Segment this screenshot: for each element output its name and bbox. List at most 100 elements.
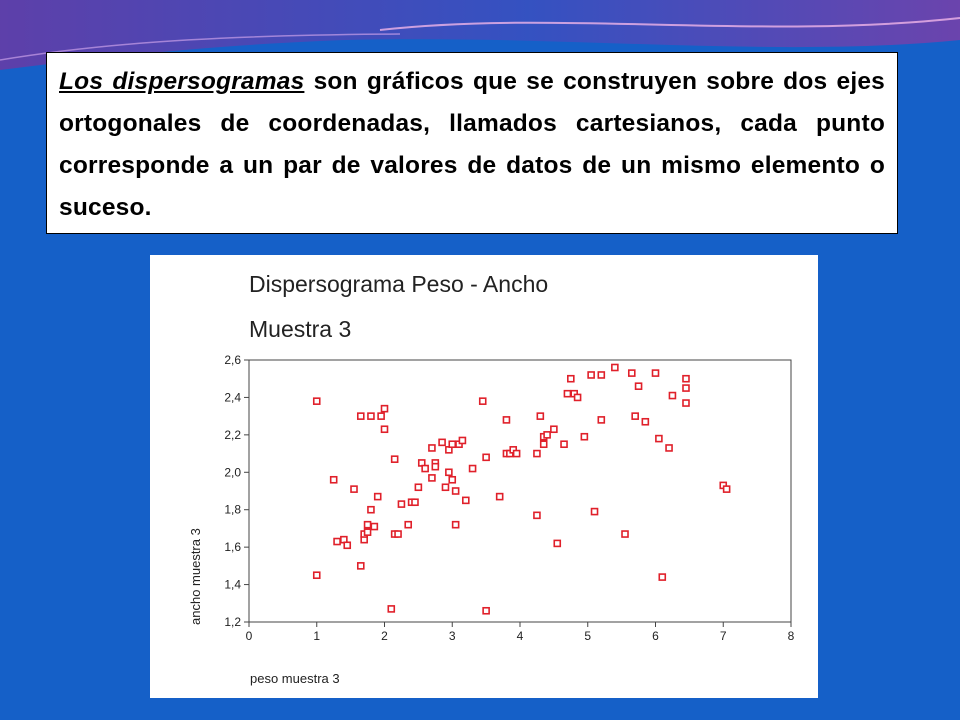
scatter-point (380, 425, 389, 434)
scatter-point (414, 483, 423, 492)
scatter-point (587, 371, 595, 379)
scatter-point (533, 449, 541, 458)
y-tick-label: 1,2 (224, 615, 241, 629)
scatter-point (428, 444, 436, 452)
scatter-point (387, 605, 396, 613)
chart-title: Dispersograma Peso - Ancho (249, 271, 548, 297)
x-tick-label: 0 (246, 629, 253, 643)
scatter-point (590, 507, 599, 516)
scatter-point (390, 455, 399, 463)
scatter-point (560, 440, 568, 449)
x-tick-label: 4 (517, 629, 524, 643)
scatter-point (651, 369, 660, 377)
scatter-point (478, 397, 487, 405)
scatter-point (495, 492, 504, 501)
chart-subtitle: Muestra 3 (249, 316, 351, 342)
scatter-point (722, 485, 731, 493)
scatter-chart-panel: Dispersograma Peso - Ancho Muestra 3 pes… (150, 255, 818, 698)
scatter-point (448, 475, 457, 484)
scatter-point (611, 363, 619, 372)
x-tick-label: 6 (652, 629, 659, 643)
definition-term: Los dispersogramas (59, 68, 305, 95)
scatter-point (367, 505, 375, 514)
plot-frame (248, 359, 792, 623)
scatter-point (441, 483, 450, 492)
y-tick-label: 1,8 (224, 503, 241, 517)
scatter-point (421, 464, 429, 473)
scatter-point (404, 520, 413, 529)
y-tick-label: 2,6 (224, 353, 241, 367)
scatter-point (445, 468, 453, 477)
scatter-point (451, 487, 460, 495)
scatter-point (536, 412, 545, 420)
scatter-point (553, 539, 562, 548)
scatter-point (621, 530, 629, 538)
scatter-point (668, 391, 677, 400)
scatter-point (394, 530, 402, 538)
scatter-point (533, 511, 541, 520)
scatter-point (597, 371, 606, 379)
points-group (312, 363, 731, 615)
scatter-point (658, 573, 667, 581)
scatter-point (370, 522, 379, 531)
scatter-point (431, 462, 440, 471)
y-tick-label: 2,4 (224, 390, 241, 404)
scatter-point (428, 474, 436, 482)
x-tick-label: 8 (788, 629, 795, 643)
scatter-point (482, 606, 490, 615)
scatter-point (312, 397, 321, 405)
scatter-point (356, 562, 365, 570)
y-tick-label: 1,6 (224, 540, 241, 554)
x-tick-label: 1 (313, 629, 320, 643)
scatter-point (461, 496, 470, 505)
scatter-point (438, 438, 446, 447)
scatter-point (597, 416, 606, 424)
scatter-point (550, 425, 558, 434)
scatter-point (373, 492, 382, 501)
scatter-point (350, 485, 358, 493)
y-axis-label: ancho muestra 3 (188, 528, 203, 625)
scatter-point (641, 417, 650, 426)
definition-text-box: Los dispersogramas son gráficos que se c… (46, 52, 898, 234)
scatter-point (468, 464, 477, 473)
scatter-point (682, 384, 690, 392)
scatter-point (363, 520, 372, 529)
scatter-point (356, 412, 365, 420)
scatter-point (573, 393, 582, 402)
y-tick-label: 1,4 (224, 578, 241, 592)
scatter-point (343, 541, 352, 550)
scatter-point (397, 500, 406, 508)
scatter-point (451, 520, 460, 529)
scatter-point (567, 374, 575, 383)
scatter-point (312, 571, 321, 580)
y-tick-label: 2,0 (224, 465, 241, 479)
scatter-point (682, 374, 690, 383)
scatter-point (682, 399, 690, 407)
scatter-point (458, 436, 467, 445)
scatter-point (411, 498, 419, 507)
scatter-point (563, 389, 572, 398)
scatter-point (580, 432, 589, 441)
scatter-point (367, 412, 375, 420)
scatter-point (329, 475, 338, 484)
scatter-point (543, 431, 551, 439)
x-tick-label: 5 (584, 629, 591, 643)
x-tick-label: 2 (381, 629, 388, 643)
scatter-point (631, 412, 639, 420)
x-tick-label: 3 (449, 629, 456, 643)
scatter-point (665, 444, 673, 452)
scatter-point (363, 528, 372, 536)
y-tick-label: 2,2 (224, 428, 241, 442)
scatter-point (655, 434, 663, 443)
scatter-point (333, 537, 341, 546)
scatter-point (380, 404, 389, 413)
scatter-point (482, 453, 490, 462)
scatter-chart: Dispersograma Peso - Ancho Muestra 3 pes… (188, 271, 795, 686)
scatter-point (634, 382, 643, 390)
definition-body: son gráficos que se construyen sobre dos… (59, 68, 885, 221)
x-tick-label: 7 (720, 629, 727, 643)
scatter-point (539, 440, 548, 449)
scatter-point (502, 416, 511, 424)
axes-group: 0 1 2 3 4 5 6 7 8 1,2 1,4 1,6 1,8 2,0 2,2 2,4 2,6 (224, 353, 794, 643)
scatter-point (627, 369, 636, 377)
